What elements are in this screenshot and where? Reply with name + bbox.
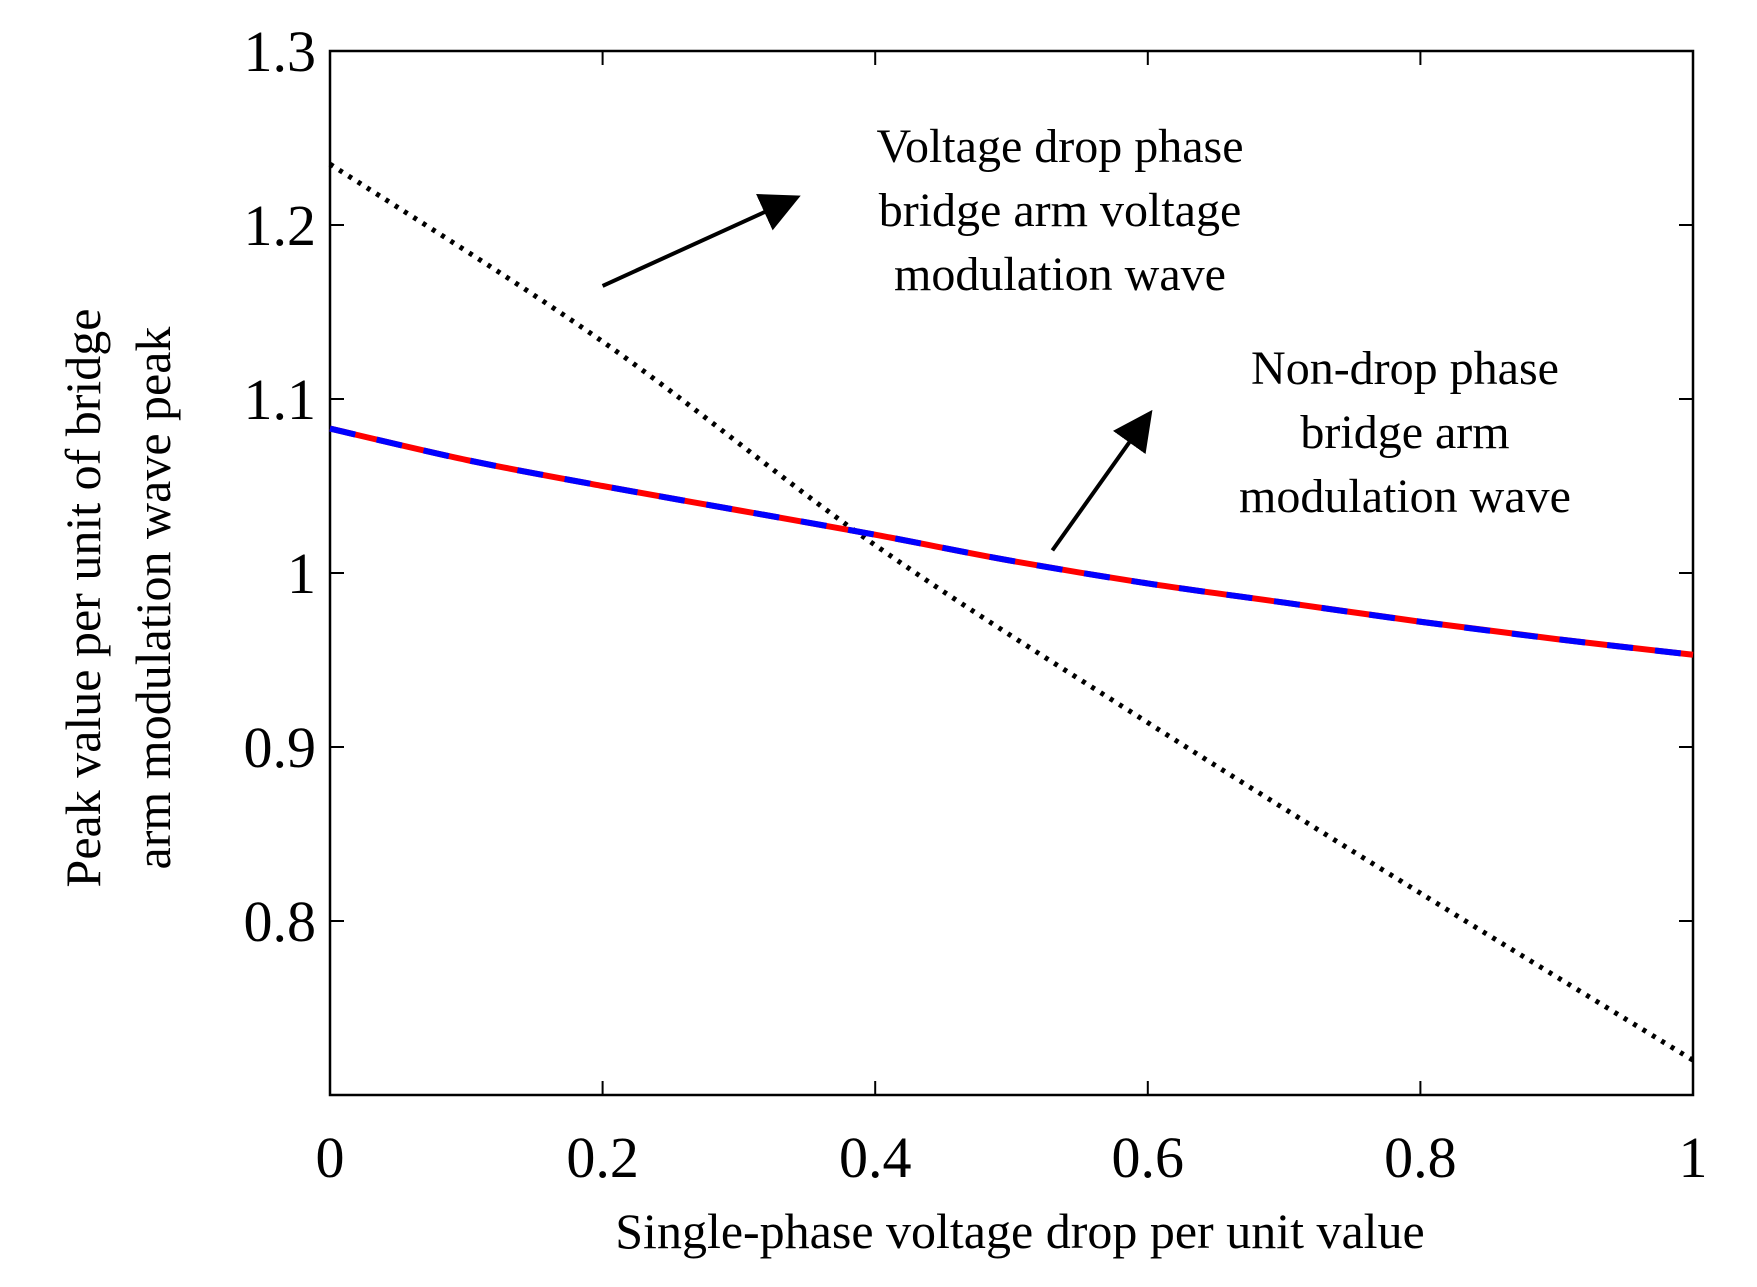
annotation-text-non-drop: bridge arm (1300, 406, 1509, 459)
annotation-arrow-non-drop (1050, 409, 1153, 552)
series-line-2 (329, 425, 1694, 658)
series-line-1 (329, 425, 1694, 658)
y-tick-label: 1 (287, 541, 316, 606)
y-tick-label: 1.3 (244, 19, 317, 84)
x-tick-label: 0.4 (839, 1125, 912, 1190)
x-tick-label: 0.8 (1384, 1125, 1457, 1190)
y-axis-label-line: Peak value per unit of bridge (55, 309, 111, 888)
x-tick-label: 1 (1679, 1125, 1708, 1190)
y-tick-label: 1.1 (244, 367, 317, 432)
x-axis-label: Single-phase voltage drop per unit value (615, 1203, 1425, 1259)
annotation-arrow-voltage-drop (601, 193, 801, 288)
y-axis-label-line: arm modulation wave peak (125, 327, 181, 870)
y-tick-label: 0.8 (244, 889, 317, 954)
y-tick-label: 0.9 (244, 715, 317, 780)
x-tick-label: 0.2 (566, 1125, 639, 1190)
annotation-text-non-drop: Non-drop phase (1251, 342, 1559, 395)
annotation-text-voltage-drop: Voltage drop phase (876, 120, 1243, 173)
x-tick-label: 0.6 (1112, 1125, 1185, 1190)
annotation-text-voltage-drop: modulation wave (894, 248, 1226, 301)
y-tick-label: 1.2 (244, 193, 317, 258)
x-tick-label: 0 (316, 1125, 345, 1190)
annotation-text-voltage-drop: bridge arm voltage (879, 184, 1242, 237)
annotation-text-non-drop: modulation wave (1239, 470, 1571, 523)
